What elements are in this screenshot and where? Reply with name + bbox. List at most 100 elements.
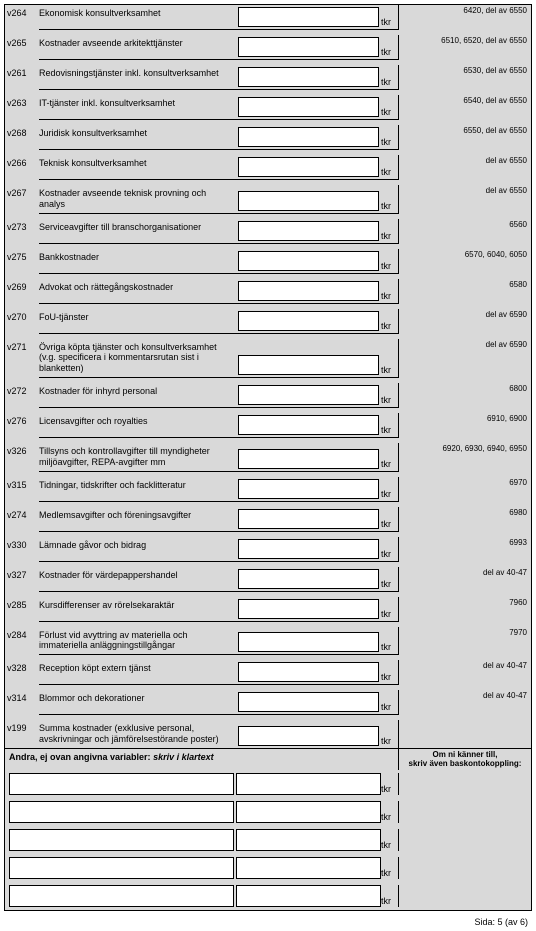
freeform-row: tkr: [5, 770, 531, 798]
amount-input[interactable]: [238, 385, 379, 405]
row-code: v275: [5, 249, 39, 273]
row-code: v330: [5, 537, 39, 561]
row-label: Advokat och rättegångskostnader: [39, 279, 236, 303]
row-label: Kostnader avseende teknisk provning och …: [39, 185, 236, 213]
row-label: Serviceavgifter till branschorganisation…: [39, 219, 236, 243]
row-code: v272: [5, 383, 39, 407]
unit-label: tkr: [381, 125, 399, 149]
freeform-amount-input[interactable]: [236, 801, 381, 823]
amount-input[interactable]: [238, 191, 379, 211]
amount-input[interactable]: [238, 599, 379, 619]
amount-input[interactable]: [238, 415, 379, 435]
account-note: del av 6550: [399, 185, 531, 213]
row-input-cell: [236, 185, 381, 213]
unit-label: tkr: [381, 35, 399, 59]
row-input-cell: [236, 65, 381, 89]
amount-input[interactable]: [238, 67, 379, 87]
table-row: v273Serviceavgifter till branschorganisa…: [5, 219, 531, 243]
unit-label: tkr: [381, 185, 399, 213]
unit-label: tkr: [381, 537, 399, 561]
unit-label: tkr: [381, 857, 399, 879]
amount-input[interactable]: [238, 569, 379, 589]
unit-label: tkr: [381, 279, 399, 303]
table-row: v199Summa kostnader (exklusive personal,…: [5, 720, 531, 748]
unit-label: tkr: [381, 383, 399, 407]
row-label: Tillsyns och kontrollavgifter till myndi…: [39, 443, 236, 471]
account-note: del av 40-47: [399, 690, 531, 714]
row-code: v264: [5, 5, 39, 29]
amount-input[interactable]: [238, 157, 379, 177]
freeform-amount-input[interactable]: [236, 773, 381, 795]
row-label: Teknisk konsultverksamhet: [39, 155, 236, 179]
row-code: v274: [5, 507, 39, 531]
account-note: 6800: [399, 383, 531, 407]
account-note: 6560: [399, 219, 531, 243]
freeform-text-input[interactable]: [9, 885, 234, 907]
freeform-text-input[interactable]: [9, 829, 234, 851]
row-input-cell: [236, 567, 381, 591]
table-row: v268Juridisk konsultverksamhettkr6550, d…: [5, 125, 531, 149]
amount-input[interactable]: [238, 281, 379, 301]
table-row: v315Tidningar, tidskrifter och facklitte…: [5, 477, 531, 501]
unit-label: tkr: [381, 219, 399, 243]
table-row: v265Kostnader avseende arkitekttjänstert…: [5, 35, 531, 59]
amount-input[interactable]: [238, 37, 379, 57]
amount-input[interactable]: [238, 355, 379, 375]
row-label: Summa kostnader (exklusive personal, avs…: [39, 720, 236, 748]
row-input-cell: [236, 537, 381, 561]
amount-input[interactable]: [238, 509, 379, 529]
unit-label: tkr: [381, 5, 399, 29]
freeform-amount-input[interactable]: [236, 885, 381, 907]
unit-label: tkr: [381, 249, 399, 273]
table-row: v269Advokat och rättegångskostnadertkr65…: [5, 279, 531, 303]
row-input-cell: [236, 5, 381, 29]
amount-input[interactable]: [238, 251, 379, 271]
unit-label: tkr: [381, 309, 399, 333]
amount-input[interactable]: [238, 311, 379, 331]
table-row: v284Förlust vid avyttring av materiella …: [5, 627, 531, 655]
row-input-cell: [236, 477, 381, 501]
section-title-plain: Andra, ej ovan angivna variabler:: [9, 752, 153, 762]
amount-input[interactable]: [238, 127, 379, 147]
amount-input[interactable]: [238, 726, 379, 746]
amount-input[interactable]: [238, 449, 379, 469]
row-input-cell: [236, 155, 381, 179]
row-code: v328: [5, 660, 39, 684]
row-code: v326: [5, 443, 39, 471]
account-note: 6970: [399, 477, 531, 501]
amount-input[interactable]: [238, 632, 379, 652]
amount-input[interactable]: [238, 692, 379, 712]
section-right-note: Om ni känner till,skriv även baskontokop…: [399, 749, 531, 771]
row-label: IT-tjänster inkl. konsultverksamhet: [39, 95, 236, 119]
freeform-text-input[interactable]: [9, 857, 234, 879]
row-code: v315: [5, 477, 39, 501]
row-label: Förlust vid avyttring av materiella och …: [39, 627, 236, 655]
amount-input[interactable]: [238, 662, 379, 682]
row-input-cell: [236, 660, 381, 684]
freeform-text-input[interactable]: [9, 773, 234, 795]
freeform-amount-input[interactable]: [236, 829, 381, 851]
amount-input[interactable]: [238, 539, 379, 559]
unit-label: tkr: [381, 690, 399, 714]
freeform-row: tkr: [5, 854, 531, 882]
unit-label: tkr: [381, 443, 399, 471]
section-title-italic: skriv i klartext: [153, 752, 214, 762]
freeform-text-input[interactable]: [9, 801, 234, 823]
amount-input[interactable]: [238, 7, 379, 27]
unit-label: tkr: [381, 597, 399, 621]
amount-input[interactable]: [238, 221, 379, 241]
row-code: v327: [5, 567, 39, 591]
unit-label: tkr: [381, 477, 399, 501]
amount-input[interactable]: [238, 479, 379, 499]
account-note: 6993: [399, 537, 531, 561]
table-row: v266Teknisk konsultverksamhettkrdel av 6…: [5, 155, 531, 179]
amount-input[interactable]: [238, 97, 379, 117]
row-input-cell: [236, 95, 381, 119]
account-note: 6550, del av 6550: [399, 125, 531, 149]
unit-label: tkr: [381, 95, 399, 119]
table-row: v330Lämnade gåvor och bidragtkr6993: [5, 537, 531, 561]
row-input-cell: [236, 35, 381, 59]
freeform-amount-input[interactable]: [236, 857, 381, 879]
unit-label: tkr: [381, 627, 399, 655]
page-footer: Sida: 5 (av 6): [4, 911, 532, 927]
